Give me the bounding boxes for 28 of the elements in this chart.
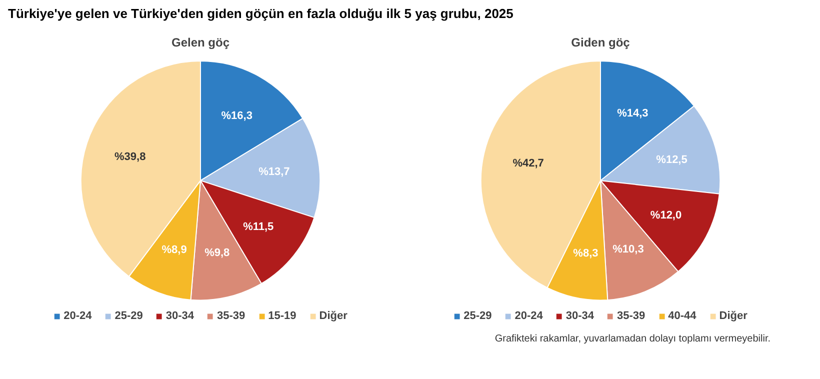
chart-subtitle: Giden göç (571, 36, 630, 50)
legend-label: Diğer (719, 310, 748, 322)
legend-label: 35-39 (617, 310, 646, 322)
legend-label: Diğer (319, 310, 348, 322)
chart-subtitle: Gelen göç (171, 36, 230, 50)
data-label: %13,7 (258, 166, 290, 178)
legend-label: 25-29 (464, 310, 492, 322)
data-label: %12,5 (656, 154, 688, 166)
legend-label: 20-24 (514, 310, 543, 322)
data-label: %16,3 (221, 110, 252, 122)
legend-label: 15-19 (268, 310, 296, 322)
text: Grafikteki rakamlar, yuvarlamadan dolayı toplamı vermeyebilir. (494, 334, 771, 344)
data-label: %42,7 (512, 158, 544, 170)
legend-label: 35-39 (217, 310, 246, 322)
data-label: %10,3 (612, 243, 644, 256)
data-label: %8,9 (162, 244, 187, 256)
data-label: %8,3 (573, 247, 598, 260)
legend-label: 40-44 (668, 310, 696, 322)
data-label: %9,8 (204, 246, 230, 259)
data-label: %12,0 (650, 209, 682, 222)
legend-label: 20-24 (64, 310, 92, 322)
legend-label: 30-34 (566, 310, 594, 322)
data-label: %11,5 (243, 221, 274, 234)
legend-label: 25-29 (114, 310, 143, 322)
data-label: %39,8 (114, 151, 146, 164)
chart-title: Türkiye'ye gelen ve Türkiye'den giden göçün en fazla olduğu ilk 5 yaş grubu, 2025 (8, 5, 514, 23)
legend-label: 30-34 (166, 310, 194, 322)
data-label: %14,3 (617, 108, 648, 120)
